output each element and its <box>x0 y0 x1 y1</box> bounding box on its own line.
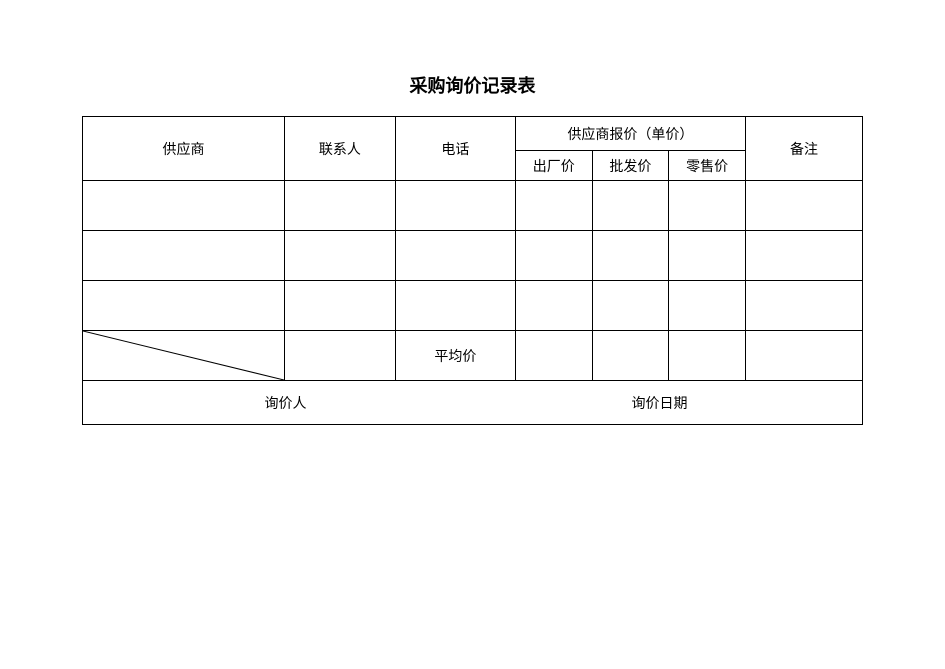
cell-contact <box>284 231 395 281</box>
cell-phone <box>395 181 515 231</box>
diagonal-cell <box>83 331 285 381</box>
cell-remark <box>745 231 862 281</box>
cell-factory-price <box>515 231 592 281</box>
header-factory-price: 出厂价 <box>515 151 592 181</box>
average-label: 平均价 <box>395 331 515 381</box>
cell-supplier <box>83 231 285 281</box>
cell-retail-price <box>669 181 746 231</box>
inquirer-label: 询价人 <box>265 397 307 412</box>
cell-retail-price <box>669 281 746 331</box>
inquiry-table-wrapper: 供应商 联系人 电话 供应商报价（单价） 备注 出厂价 批发价 零售价 <box>82 116 863 425</box>
cell-retail-price <box>669 231 746 281</box>
cell-phone <box>395 281 515 331</box>
header-wholesale-price: 批发价 <box>592 151 669 181</box>
header-row-1: 供应商 联系人 电话 供应商报价（单价） 备注 <box>83 117 863 151</box>
header-quote-group: 供应商报价（单价） <box>515 117 745 151</box>
cell-contact <box>284 181 395 231</box>
table-row <box>83 181 863 231</box>
table-row <box>83 281 863 331</box>
header-supplier: 供应商 <box>83 117 285 181</box>
cell-supplier <box>83 181 285 231</box>
cell-factory-price <box>515 281 592 331</box>
cell-remark <box>745 281 862 331</box>
inquiry-date-label: 询价日期 <box>631 397 687 412</box>
average-remark <box>745 331 862 381</box>
cell-wholesale-price <box>592 281 669 331</box>
average-row: 平均价 <box>83 331 863 381</box>
header-retail-price: 零售价 <box>669 151 746 181</box>
cell-wholesale-price <box>592 181 669 231</box>
page-title: 采购询价记录表 <box>0 0 945 116</box>
header-remark: 备注 <box>745 117 862 181</box>
cell-contact <box>284 281 395 331</box>
footer-cell: 询价人 询价日期 <box>83 381 863 425</box>
average-retail-price <box>669 331 746 381</box>
header-contact: 联系人 <box>284 117 395 181</box>
cell-supplier <box>83 281 285 331</box>
cell-phone <box>395 231 515 281</box>
average-wholesale-price <box>592 331 669 381</box>
cell-wholesale-price <box>592 231 669 281</box>
cell-factory-price <box>515 181 592 231</box>
header-phone: 电话 <box>395 117 515 181</box>
table-row <box>83 231 863 281</box>
average-blank-contact <box>284 331 395 381</box>
cell-remark <box>745 181 862 231</box>
footer-row: 询价人 询价日期 <box>83 381 863 425</box>
inquiry-table: 供应商 联系人 电话 供应商报价（单价） 备注 出厂价 批发价 零售价 <box>82 116 863 425</box>
average-factory-price <box>515 331 592 381</box>
